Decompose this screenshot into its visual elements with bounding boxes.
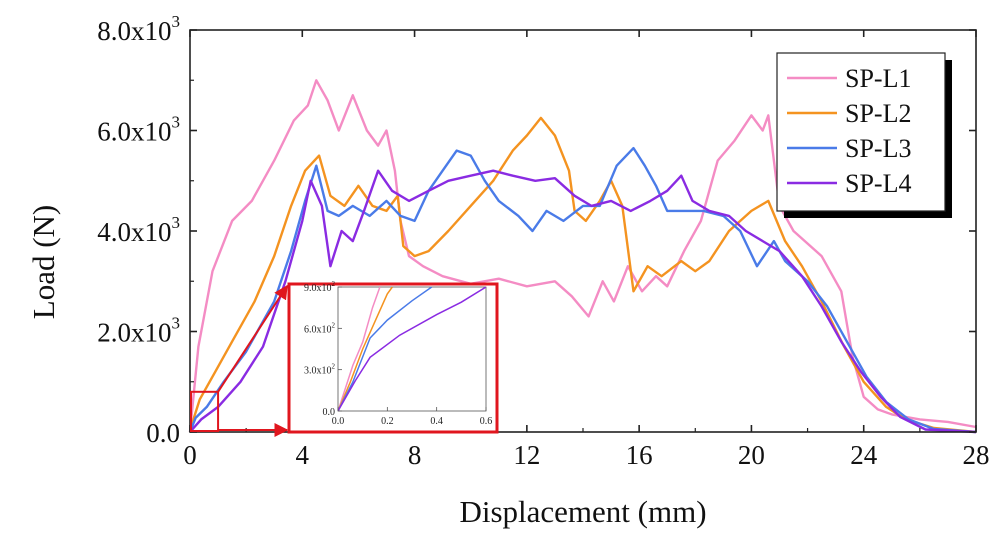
inset-series xyxy=(338,287,486,411)
zoom-arrow-upper xyxy=(217,284,288,393)
y-tick-label: 0.0 xyxy=(146,418,180,448)
x-tick-label: 12 xyxy=(513,440,540,470)
y-tick-label: 8.0x103 xyxy=(97,12,180,46)
x-tick-label: 4 xyxy=(296,440,310,470)
inset-chart: 0.0 0.2 0.4 0.6 0.0 3.0x102 6.0x102 9.0x102 xyxy=(287,280,499,434)
inset-y-tick-label: 9.0x102 xyxy=(304,280,336,294)
legend: SP-L1 SP-L2 SP-L3 SP-L4 xyxy=(776,52,952,218)
inset-line-sp-l3 xyxy=(338,287,433,411)
inset-line-sp-l2 xyxy=(338,287,393,411)
series-line-sp-l2 xyxy=(188,116,977,434)
legend-box xyxy=(776,52,946,212)
series-line-sp-l4 xyxy=(189,169,977,434)
plot-area xyxy=(188,79,977,434)
series-line-sp-l3 xyxy=(188,146,977,434)
inset-y-tick-label: 3.0x102 xyxy=(304,363,336,377)
inset-x-tick-label: 0.0 xyxy=(332,416,345,427)
y-tick-label: 6.0x103 xyxy=(97,113,180,147)
legend-label-sp-l4: SP-L4 xyxy=(845,169,911,198)
inset-line-sp-l1 xyxy=(338,287,381,411)
inset-y-tick-label: 0.0 xyxy=(323,407,336,418)
y-tick-label: 4.0x103 xyxy=(97,213,180,247)
legend-label-sp-l3: SP-L3 xyxy=(845,134,911,163)
inset-x-tick-label: 0.6 xyxy=(480,416,493,427)
x-tick-label: 0 xyxy=(183,440,197,470)
x-tick-label: 20 xyxy=(738,440,765,470)
y-tick-label: 2.0x103 xyxy=(97,314,180,348)
series-line-sp-l1 xyxy=(188,79,977,433)
zoom-markers xyxy=(190,284,289,437)
x-tick-label: 16 xyxy=(626,440,653,470)
inset-x-tick-label: 0.4 xyxy=(430,416,443,427)
inset-plot-frame xyxy=(337,286,487,412)
x-tick-label: 8 xyxy=(408,440,422,470)
inset-y-tick-label: 6.0x102 xyxy=(304,321,336,335)
x-axis-label: Displacement (mm) xyxy=(459,494,706,529)
legend-label-sp-l1: SP-L1 xyxy=(845,64,911,93)
inset-line-sp-l4 xyxy=(338,287,486,411)
x-tick-label: 24 xyxy=(850,440,878,470)
y-axis-label: Load (N) xyxy=(26,205,61,319)
inset-border xyxy=(287,282,499,434)
zoom-region-box xyxy=(190,390,220,432)
x-tick-label: 28 xyxy=(963,440,990,470)
inset-x-tick-label: 0.2 xyxy=(381,416,394,427)
main-axes: 0 4 8 12 16 20 24 28 0.0 2.0x103 4.0x103 6.0x103 8.0… xyxy=(97,12,989,470)
legend-label-sp-l2: SP-L2 xyxy=(845,99,911,128)
